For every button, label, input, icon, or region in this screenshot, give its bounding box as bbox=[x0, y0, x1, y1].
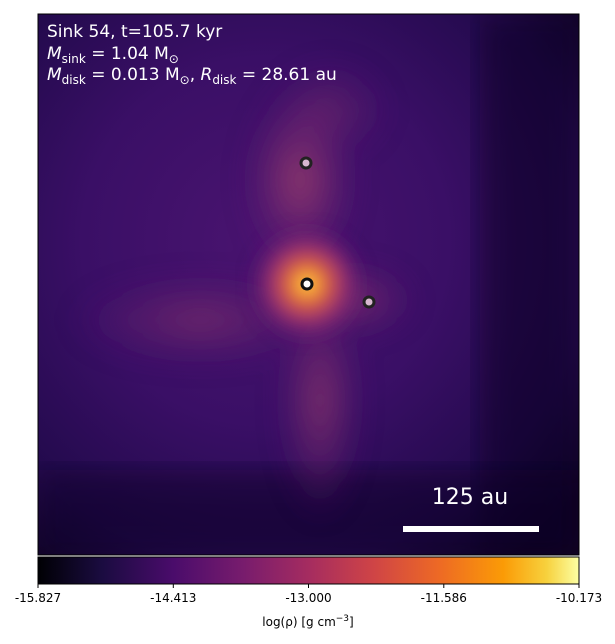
colorbar-ticks: -15.827 -14.413 -13.000 -11.586 -10.173 bbox=[15, 584, 602, 605]
colorbar-tick-label: -13.000 bbox=[285, 591, 331, 605]
primary-sink-marker bbox=[300, 277, 314, 291]
colorbar-label: log(ρ) [g cm−3] bbox=[262, 614, 353, 629]
colorbar bbox=[38, 557, 579, 584]
density-map: Sink 54, t=105.7 kyr Msink = 1.04 M⊙ Mdi… bbox=[38, 14, 579, 555]
sink-mass-line: Msink = 1.04 M⊙ bbox=[47, 44, 179, 66]
scale-bar bbox=[403, 526, 539, 532]
plot-frame bbox=[37, 13, 580, 556]
scale-bar-label: 125 au bbox=[432, 485, 508, 510]
colorbar-tick-label: -11.586 bbox=[421, 591, 467, 605]
disk-properties-line: Mdisk = 0.013 M⊙, Rdisk = 28.61 au bbox=[47, 65, 337, 87]
colorbar-tick-label: -14.413 bbox=[150, 591, 196, 605]
companion-sink-east-marker bbox=[362, 295, 376, 309]
companion-sink-north-marker bbox=[299, 156, 313, 170]
colorbar-tick-label: -15.827 bbox=[15, 591, 61, 605]
colorbar-tick-label: -10.173 bbox=[556, 591, 602, 605]
sink-info-line: Sink 54, t=105.7 kyr bbox=[47, 22, 222, 42]
